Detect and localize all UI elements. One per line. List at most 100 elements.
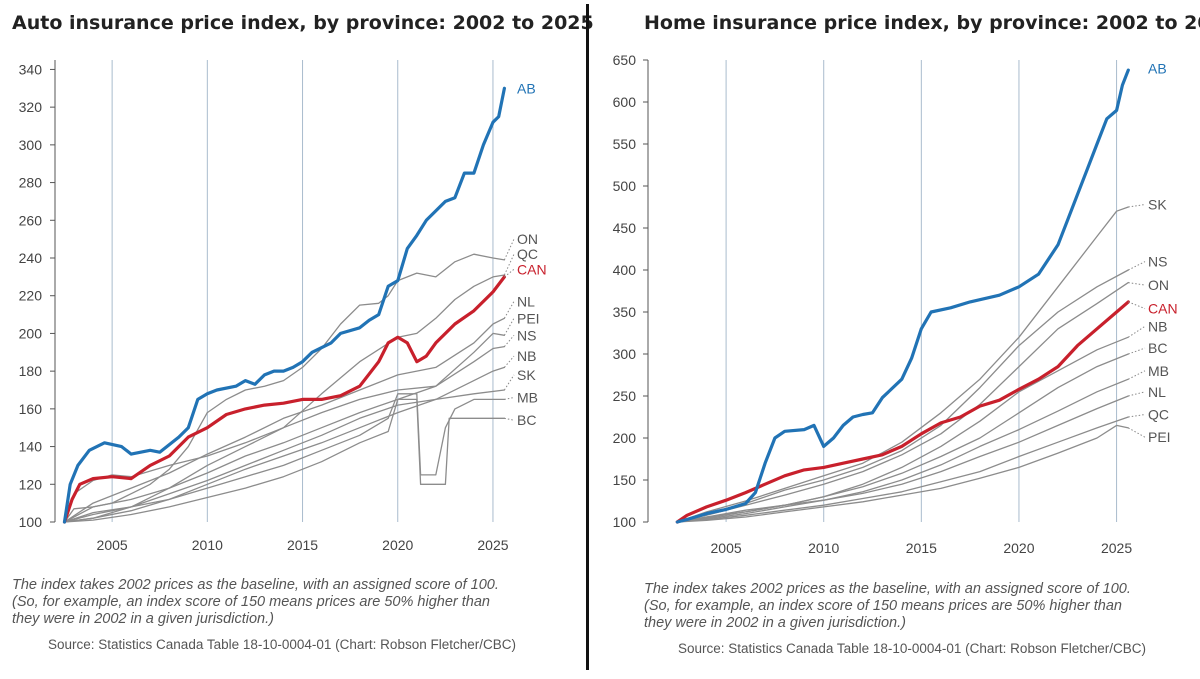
series-line-bc <box>63 398 506 523</box>
series-label-can: CAN <box>1148 301 1178 317</box>
series-line-ns <box>63 345 506 523</box>
home-insurance-chart-panel: Home insurance price index, by province:… <box>594 0 1200 679</box>
series-line-nb <box>63 366 506 523</box>
series-label-mb: MB <box>517 390 538 406</box>
x-tick-label: 2020 <box>382 537 413 553</box>
note-line: (So, for example, an index score of 150 … <box>12 594 490 610</box>
y-tick-label: 180 <box>19 363 43 379</box>
label-leader-line <box>504 268 515 278</box>
series-label-sk: SK <box>1148 196 1167 212</box>
x-tick-label: 2005 <box>97 537 128 553</box>
x-tick-label: 2020 <box>1003 540 1034 556</box>
y-tick-label: 260 <box>19 212 43 228</box>
series-label-ab: AB <box>1148 60 1167 76</box>
label-leader-line <box>503 318 515 336</box>
series-label-on: ON <box>1148 277 1169 293</box>
series-line-ab <box>675 68 1130 524</box>
label-leader-line <box>503 238 515 261</box>
note-line: (So, for example, an index score of 150 … <box>644 598 1122 614</box>
label-leader-line <box>1128 370 1146 380</box>
note-line: The index takes 2002 prices as the basel… <box>12 577 499 593</box>
y-tick-label: 100 <box>613 514 637 530</box>
label-leader-line <box>1128 301 1146 310</box>
series-label-bc: BC <box>1148 340 1167 356</box>
y-tick-label: 160 <box>19 401 43 417</box>
label-leader-line <box>504 397 515 400</box>
y-tick-label: 550 <box>613 136 637 152</box>
label-leader-line <box>503 253 515 276</box>
series-line-qc <box>676 416 1129 523</box>
y-tick-label: 340 <box>19 61 43 77</box>
x-tick-label: 2005 <box>711 540 742 556</box>
chart-title: Home insurance price index, by province:… <box>644 12 1200 34</box>
y-tick-label: 500 <box>613 178 637 194</box>
series-line-bc <box>676 353 1129 523</box>
series-line-can <box>675 300 1130 524</box>
series-label-pei: PEI <box>1148 429 1171 445</box>
series-line-sk <box>63 389 506 523</box>
series-label-nl: NL <box>517 293 535 309</box>
chart-title: Auto insurance price index, by province:… <box>12 12 594 34</box>
series-line-on <box>676 281 1129 523</box>
y-tick-label: 240 <box>19 250 43 266</box>
series-label-on: ON <box>517 231 538 247</box>
note-line: they were in 2002 in a given jurisdictio… <box>12 611 274 627</box>
y-tick-label: 300 <box>613 346 637 362</box>
y-tick-label: 350 <box>613 304 637 320</box>
series-label-sk: SK <box>517 367 536 383</box>
label-leader-line <box>504 355 515 368</box>
label-leader-line <box>503 374 515 391</box>
chart-source: Source: Statistics Canada Table 18-10-00… <box>48 637 516 652</box>
chart-source: Source: Statistics Canada Table 18-10-00… <box>678 641 1146 656</box>
y-tick-label: 320 <box>19 99 43 115</box>
label-leader-line <box>504 417 515 421</box>
series-line-nl <box>63 317 506 523</box>
chart-note: The index takes 2002 prices as the basel… <box>12 577 572 628</box>
series-line-mb <box>676 378 1129 523</box>
home-insurance-line-chart: 100 150 200 250 300 350 400 450 500 550 600 650 2005… <box>613 52 1178 556</box>
label-leader-line <box>1128 204 1146 208</box>
label-leader-line <box>1128 427 1146 438</box>
series-line-can <box>62 275 506 524</box>
y-tick-label: 120 <box>19 476 43 492</box>
chart-note: The index takes 2002 prices as the basel… <box>644 581 1194 632</box>
label-leader-line <box>1128 414 1146 418</box>
label-leader-line <box>503 301 515 319</box>
y-tick-label: 200 <box>613 430 637 446</box>
y-tick-label: 220 <box>19 288 43 304</box>
y-tick-label: 140 <box>19 439 43 455</box>
y-tick-label: 100 <box>19 514 43 530</box>
label-leader-line <box>1128 391 1146 397</box>
series-label-nb: NB <box>1148 318 1167 334</box>
y-tick-label: 400 <box>613 262 637 278</box>
panel-divider <box>586 4 589 670</box>
series-line-on <box>63 253 506 523</box>
y-tick-label: 200 <box>19 325 43 341</box>
series-label-pei: PEI <box>517 310 540 326</box>
note-line: they were in 2002 in a given jurisdictio… <box>644 615 906 631</box>
series-line-mb <box>63 393 506 523</box>
y-tick-label: 300 <box>19 137 43 153</box>
series-label-qc: QC <box>517 246 538 262</box>
series-label-ns: NS <box>1148 254 1167 270</box>
note-line: The index takes 2002 prices as the basel… <box>644 581 1131 597</box>
series-line-qc <box>63 274 506 523</box>
series-label-nb: NB <box>517 348 536 364</box>
x-tick-label: 2025 <box>1101 540 1132 556</box>
series-label-can: CAN <box>517 261 547 277</box>
label-leader-line <box>1128 261 1146 271</box>
x-tick-label: 2010 <box>808 540 839 556</box>
y-tick-label: 450 <box>613 220 637 236</box>
y-tick-label: 280 <box>19 175 43 191</box>
y-tick-label: 650 <box>613 52 637 68</box>
series-label-nl: NL <box>1148 384 1166 400</box>
auto-insurance-chart-panel: Auto insurance price index, by province:… <box>0 0 594 679</box>
x-tick-label: 2025 <box>477 537 508 553</box>
x-tick-label: 2015 <box>906 540 937 556</box>
label-leader-line <box>1128 325 1146 338</box>
series-label-qc: QC <box>1148 406 1169 422</box>
series-line-sk <box>676 206 1129 523</box>
series-line-ab <box>62 86 506 524</box>
series-label-ab: AB <box>517 80 536 96</box>
series-line-nl <box>676 395 1129 523</box>
